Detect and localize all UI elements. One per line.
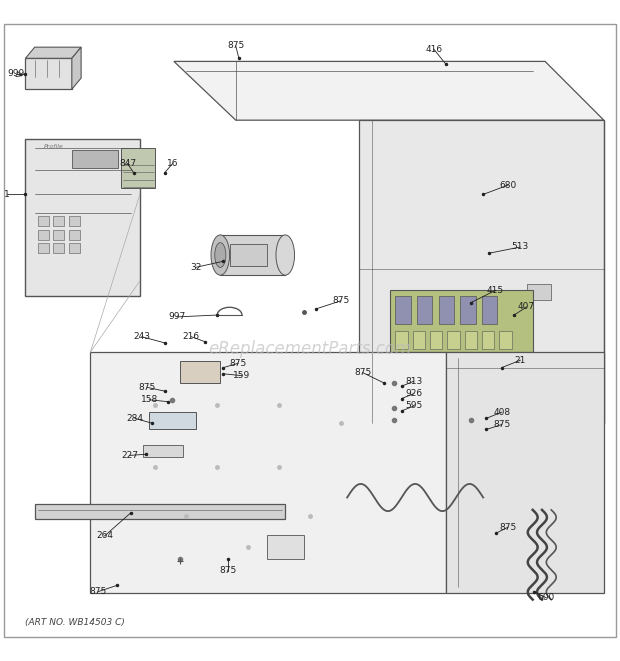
Bar: [229, 244, 267, 266]
Text: 847: 847: [119, 159, 136, 168]
Text: 875: 875: [332, 296, 350, 305]
Bar: [122, 148, 156, 188]
Text: 680: 680: [499, 180, 516, 190]
Text: 875: 875: [139, 383, 156, 392]
Text: 875: 875: [90, 587, 107, 596]
Ellipse shape: [276, 235, 294, 275]
Text: 875: 875: [499, 523, 516, 531]
Text: 21: 21: [515, 356, 526, 365]
Bar: [149, 412, 195, 430]
Bar: [53, 243, 64, 253]
Ellipse shape: [211, 235, 229, 275]
Bar: [69, 216, 80, 226]
Text: 264: 264: [96, 531, 113, 541]
Bar: [396, 297, 411, 325]
Ellipse shape: [215, 243, 226, 268]
Polygon shape: [174, 61, 604, 120]
Text: 875: 875: [219, 566, 237, 575]
Text: 416: 416: [425, 44, 442, 54]
Bar: [220, 235, 285, 275]
Polygon shape: [25, 139, 140, 297]
Bar: [499, 330, 511, 349]
Bar: [38, 243, 49, 253]
Bar: [417, 297, 433, 325]
Bar: [180, 362, 220, 383]
Polygon shape: [91, 352, 446, 594]
Bar: [267, 535, 304, 559]
Text: 159: 159: [233, 371, 250, 380]
Text: 875: 875: [227, 42, 244, 50]
Bar: [25, 58, 72, 89]
Polygon shape: [25, 47, 81, 58]
Text: 1: 1: [4, 190, 10, 199]
Text: 243: 243: [133, 332, 150, 341]
Bar: [413, 330, 425, 349]
Text: (ART NO. WB14503 C): (ART NO. WB14503 C): [25, 618, 125, 627]
Bar: [460, 297, 476, 325]
Polygon shape: [360, 120, 604, 423]
Text: 595: 595: [405, 401, 423, 410]
Text: 875: 875: [493, 420, 510, 429]
Text: 513: 513: [512, 243, 529, 251]
Text: 875: 875: [354, 368, 371, 377]
Text: 407: 407: [518, 303, 535, 311]
Text: 600: 600: [538, 593, 555, 602]
Text: 408: 408: [493, 408, 510, 416]
Text: 227: 227: [121, 451, 138, 460]
Bar: [69, 243, 80, 253]
Text: 813: 813: [405, 377, 423, 386]
Text: 999: 999: [7, 69, 25, 78]
Bar: [143, 445, 183, 457]
Bar: [53, 229, 64, 239]
Bar: [526, 284, 551, 299]
Bar: [464, 330, 477, 349]
Bar: [439, 297, 454, 325]
Text: 158: 158: [141, 395, 157, 405]
Text: Profile: Profile: [43, 143, 63, 149]
Text: eReplacementParts.com: eReplacementParts.com: [208, 340, 412, 358]
Polygon shape: [72, 47, 81, 89]
Bar: [396, 330, 408, 349]
Text: 32: 32: [190, 263, 202, 272]
Text: 926: 926: [405, 389, 422, 398]
Text: 875: 875: [229, 359, 247, 368]
Text: 415: 415: [487, 286, 504, 295]
Text: 997: 997: [169, 313, 185, 321]
Bar: [38, 216, 49, 226]
Text: 284: 284: [126, 414, 143, 423]
Bar: [448, 330, 459, 349]
Bar: [391, 290, 533, 352]
Bar: [69, 229, 80, 239]
Bar: [38, 229, 49, 239]
Text: 216: 216: [183, 332, 200, 341]
Text: 16: 16: [167, 159, 179, 168]
Bar: [430, 330, 443, 349]
Bar: [53, 216, 64, 226]
Polygon shape: [446, 352, 604, 594]
Bar: [72, 151, 118, 168]
Bar: [482, 297, 497, 325]
Polygon shape: [35, 504, 285, 519]
Bar: [482, 330, 494, 349]
